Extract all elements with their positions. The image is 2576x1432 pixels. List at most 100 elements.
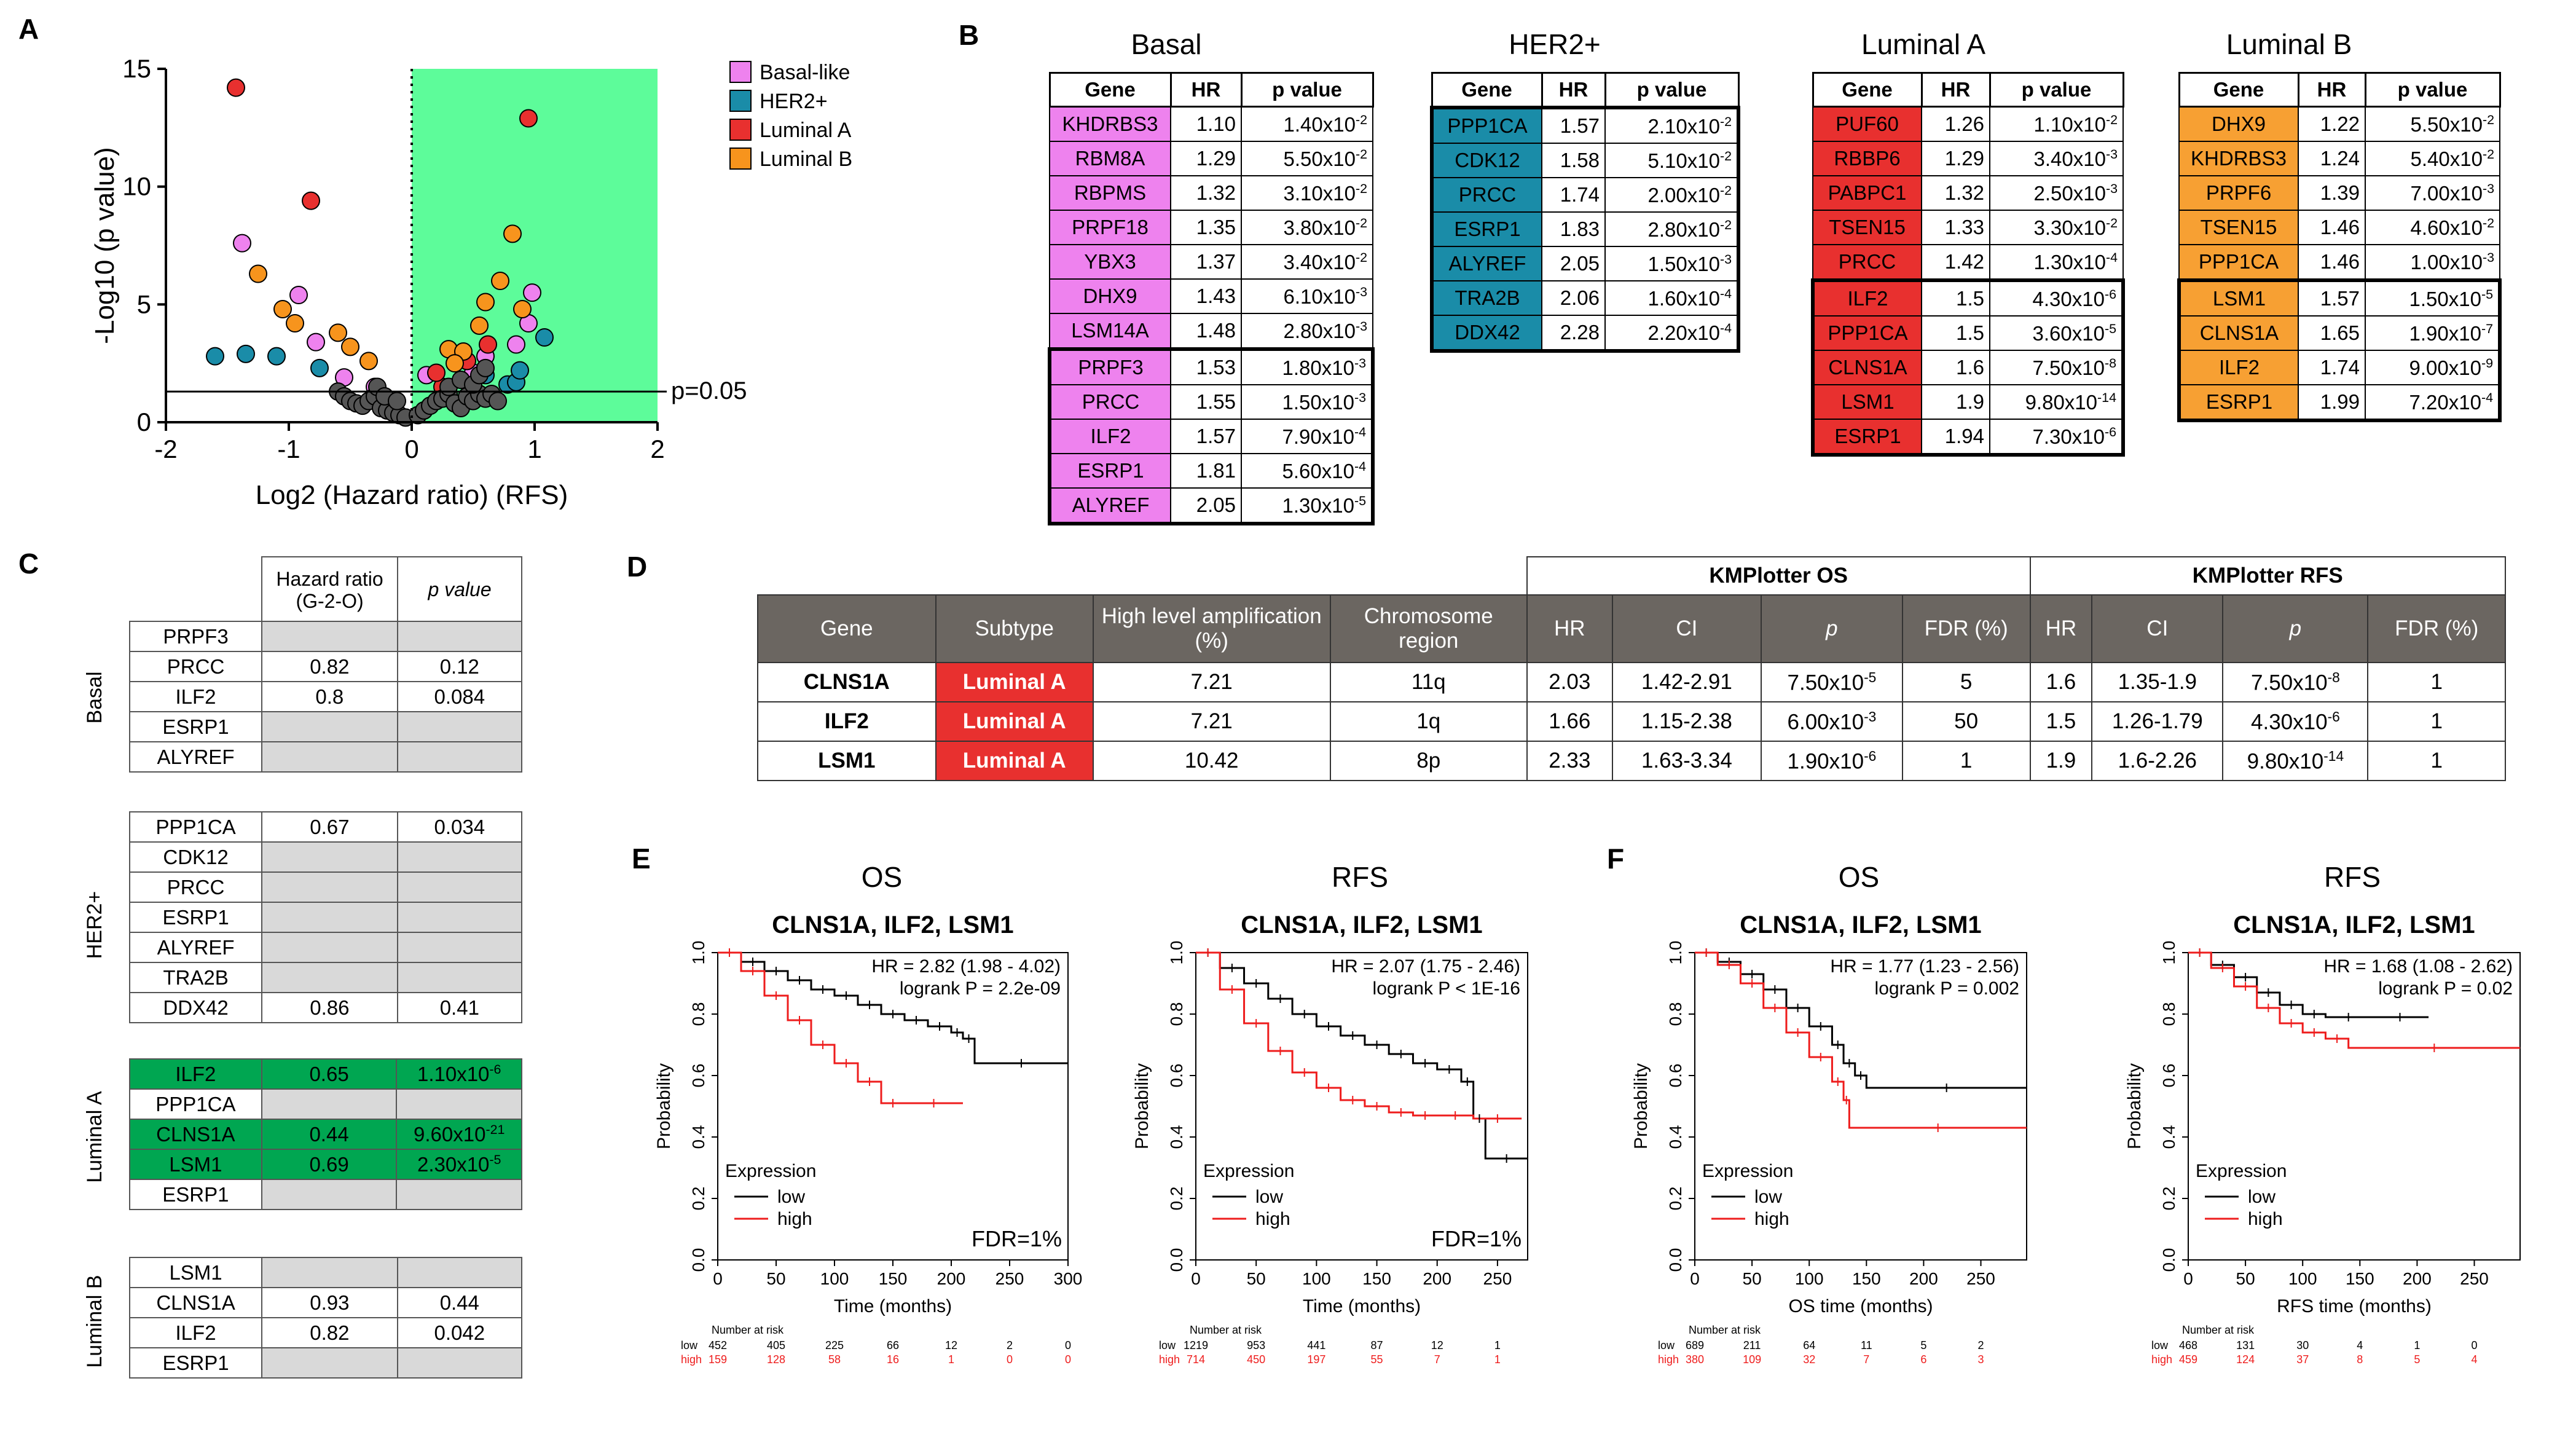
hr-cell: 1.24: [2298, 141, 2366, 176]
km-legend-high: high: [777, 1209, 812, 1229]
table-row: RBM8A 1.29 5.50x10-2: [1049, 141, 1373, 176]
p-mantissa: 2.00x10: [1647, 183, 1720, 207]
p-cell: 1.60x10-4: [1604, 280, 1740, 316]
legend-swatch: [729, 61, 752, 83]
p-exponent: -3: [1354, 390, 1366, 405]
data-point-luminal-b: [446, 354, 464, 373]
gene-cell: PRCC: [1048, 384, 1171, 420]
risk-low-value: 0: [2472, 1339, 2478, 1351]
risk-high-value: 197: [1307, 1353, 1325, 1366]
c-gene: CLNS1A: [129, 1119, 262, 1150]
km-logrank: logrank P = 0.02: [2378, 978, 2513, 999]
p-mantissa: 9.00x10: [2409, 356, 2481, 379]
hr-cell: 1.32: [1921, 175, 1990, 211]
risk-low-value: 131: [2236, 1339, 2255, 1351]
c-p: [396, 1179, 522, 1210]
km-plot-e-rfs: CLNS1A, ILF2, LSM1 0 50 100 150 200 250 0.0 0.2 0…: [1132, 911, 1528, 1366]
y-tick-label: 0.6: [1666, 1064, 1685, 1088]
hr-cell: 1.32: [1170, 175, 1242, 211]
gene-cell: DHX9: [1049, 278, 1171, 314]
p-exponent: -9: [2481, 355, 2493, 371]
p-cell: 3.80x10-2: [1241, 210, 1373, 245]
c-gene: CDK12: [128, 841, 263, 873]
p-exponent: -5: [1354, 493, 1366, 508]
p-cell: 7.50x10-8: [1989, 350, 2125, 385]
b-header-2: p value: [1989, 72, 2124, 108]
p-mantissa: 2.80x10: [1647, 218, 1720, 241]
table-row: TSEN15 1.33 3.30x10-2: [1812, 210, 2124, 245]
risk-high-value: 1: [1494, 1353, 1501, 1366]
x-tick-label: 150: [2346, 1269, 2374, 1288]
x-tick-label: 1: [527, 435, 541, 463]
km-rfs-group-header: KMPlotter RFS: [2029, 556, 2507, 596]
c-hr: [261, 841, 398, 873]
d-header-6: p: [1761, 594, 1903, 663]
c-p: 0.034: [396, 811, 523, 843]
p-exponent: -2: [2105, 112, 2118, 127]
c-p: [396, 1088, 522, 1120]
table-row: PRPF3: [128, 621, 523, 652]
km-legend-low: low: [1255, 1187, 1283, 1207]
c-p: [396, 902, 523, 933]
c-header-hr: Hazard ratio (G-2-O): [261, 556, 399, 623]
p-exponent: -2: [1355, 112, 1367, 127]
c-p: [396, 841, 523, 873]
data-point-not-significant: [489, 391, 507, 411]
d-header-4: HR: [1526, 594, 1613, 663]
hr-cell: 1.5: [1921, 278, 1990, 317]
km-hr: HR = 1.68 (1.08 - 2.62): [2323, 956, 2513, 977]
table-row: PPP1CA: [129, 1088, 522, 1120]
gene-cell: ESRP1: [1048, 453, 1171, 489]
table-row: CLNS1A 1.6 7.50x10-8: [1811, 350, 2125, 385]
d-rfs_ci: 1.6-2.26: [2091, 741, 2224, 781]
c-gene: ESRP1: [128, 902, 263, 933]
d-os_fdr: 5: [1901, 662, 2031, 702]
risk-low-value: 30: [2296, 1339, 2309, 1351]
d-rfs-p: 9.80x10-14: [2222, 741, 2369, 781]
c-table-0: PRPF3 PRCC 0.82 0.12 ILF2 0.8 0.084 ESRP1 ALYREF: [128, 621, 523, 773]
d-os_fdr: 1: [1901, 741, 2031, 781]
p-cell: 1.50x10-3: [1241, 384, 1375, 420]
table-row: ILF2 0.8 0.084: [128, 681, 523, 712]
p-cell: 4.60x10-2: [2365, 210, 2500, 245]
y-tick-label: 0.6: [2159, 1064, 2178, 1088]
b-header-0: Gene: [1048, 72, 1172, 108]
p-exponent: -3: [2482, 250, 2494, 265]
km-legend-title: Expression: [2196, 1161, 2287, 1181]
km-frame: [2188, 952, 2521, 1261]
x-tick-label: 50: [1247, 1269, 1266, 1288]
p-exponent: -4: [1354, 424, 1366, 439]
panel-label-e: E: [632, 843, 651, 875]
p-exponent: -6: [2327, 708, 2340, 725]
c-group-label: Luminal A: [83, 1091, 106, 1183]
x-tick-label: 50: [1743, 1269, 1762, 1288]
data-point-her2-: [535, 328, 554, 347]
c-group-label: HER2+: [83, 891, 106, 959]
risk-high-value: 714: [1187, 1353, 1205, 1366]
b-table-1: Gene HR p value PPP1CA 1.57 2.10x10-2 CDK12 1.5…: [1430, 72, 1740, 353]
risk-high-value: 124: [2236, 1353, 2255, 1366]
p-exponent: -14: [2097, 390, 2116, 405]
p-exponent: -5: [2104, 321, 2116, 336]
table-row: ESRP1 1.81 5.60x10-4: [1048, 453, 1375, 489]
d-header-0: Gene: [757, 594, 937, 663]
p-cell: 3.40x10-3: [1989, 141, 2124, 176]
km-title: CLNS1A, ILF2, LSM1: [1740, 911, 1981, 938]
x-tick-label: 250: [1966, 1269, 1995, 1288]
c-hr: [261, 741, 398, 773]
table-row: LSM1 0.69 2.30x10-5: [129, 1149, 522, 1180]
risk-high-value: 0: [1065, 1353, 1071, 1366]
km-fdr: FDR=1%: [1431, 1226, 1522, 1251]
p-mantissa: 4.30x10: [2251, 710, 2328, 734]
c-p: 0.41: [396, 992, 523, 1023]
p-cell: 2.50x10-3: [1989, 175, 2124, 211]
hr-cell: 1.37: [1170, 244, 1242, 280]
hr-cell: 2.05: [1170, 487, 1242, 525]
p-mantissa: 5.10x10: [1647, 149, 1720, 172]
risk-low-value: 689: [1686, 1339, 1704, 1351]
table-row: KHDRBS3 1.24 5.40x10-2: [2178, 141, 2500, 176]
p-exponent: -3: [2105, 146, 2118, 162]
km-frame: [1694, 952, 2027, 1261]
risk-low-value: 1: [2414, 1339, 2420, 1351]
table-row: ALYREF: [128, 932, 523, 963]
